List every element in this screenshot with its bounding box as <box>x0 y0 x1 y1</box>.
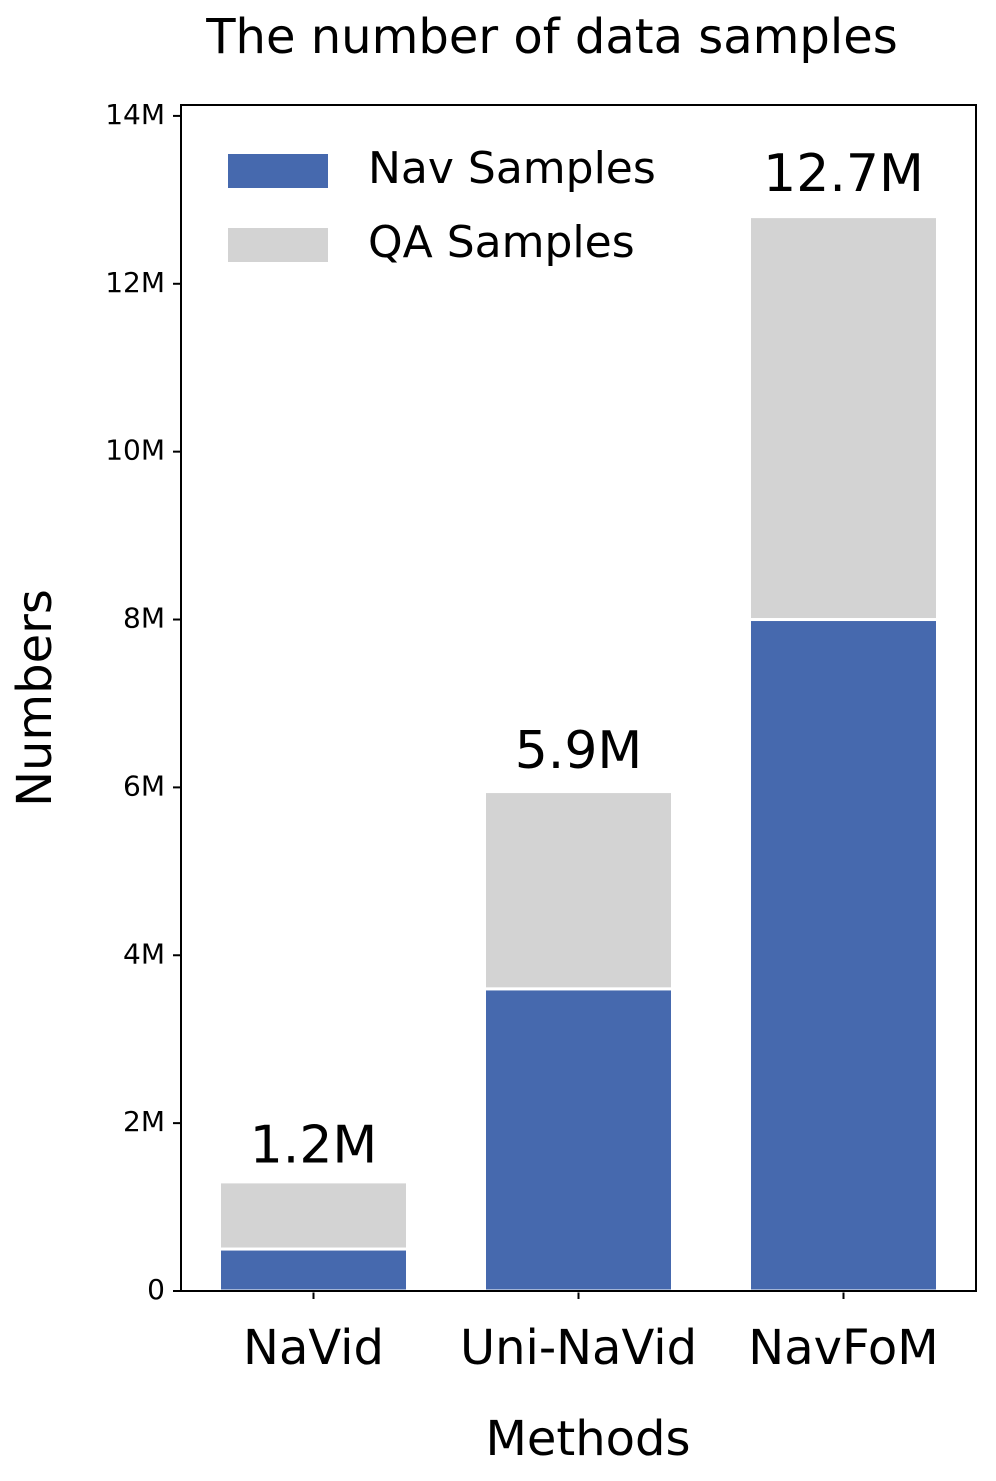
total-label: 12.7M <box>763 144 924 204</box>
y-tick-label: 2M <box>123 1105 165 1138</box>
y-axis-label: Numbers <box>7 589 63 807</box>
x-tick-label: Uni-NaVid <box>460 1320 697 1376</box>
y-tick-label: 14M <box>105 98 165 131</box>
plot-frame <box>180 104 977 1292</box>
y-tick-label: 12M <box>105 266 165 299</box>
chart-title: The number of data samples <box>205 9 898 65</box>
bar-segment <box>483 987 674 1293</box>
y-tick-label: 4M <box>123 937 165 970</box>
x-tick-label: NavFoM <box>748 1320 938 1376</box>
bar-segment <box>748 618 939 1293</box>
bar-segment <box>748 215 939 622</box>
y-tick-label: 8M <box>123 602 165 635</box>
legend-label: QA Samples <box>368 217 635 268</box>
total-label: 1.2M <box>250 1115 378 1175</box>
y-tick-label: 6M <box>123 769 165 802</box>
legend-swatch <box>228 154 328 188</box>
legend-swatch <box>228 228 328 262</box>
y-tick-label: 10M <box>105 434 165 467</box>
x-tick-label: NaVid <box>243 1320 384 1376</box>
total-label: 5.9M <box>515 721 643 781</box>
bar-segment <box>483 790 674 991</box>
x-axis-label: Methods <box>485 1411 690 1467</box>
bar-segment <box>218 1247 409 1293</box>
legend-label: Nav Samples <box>368 143 656 194</box>
bar-segment <box>218 1180 409 1251</box>
y-tick-label: 0 <box>147 1273 165 1306</box>
